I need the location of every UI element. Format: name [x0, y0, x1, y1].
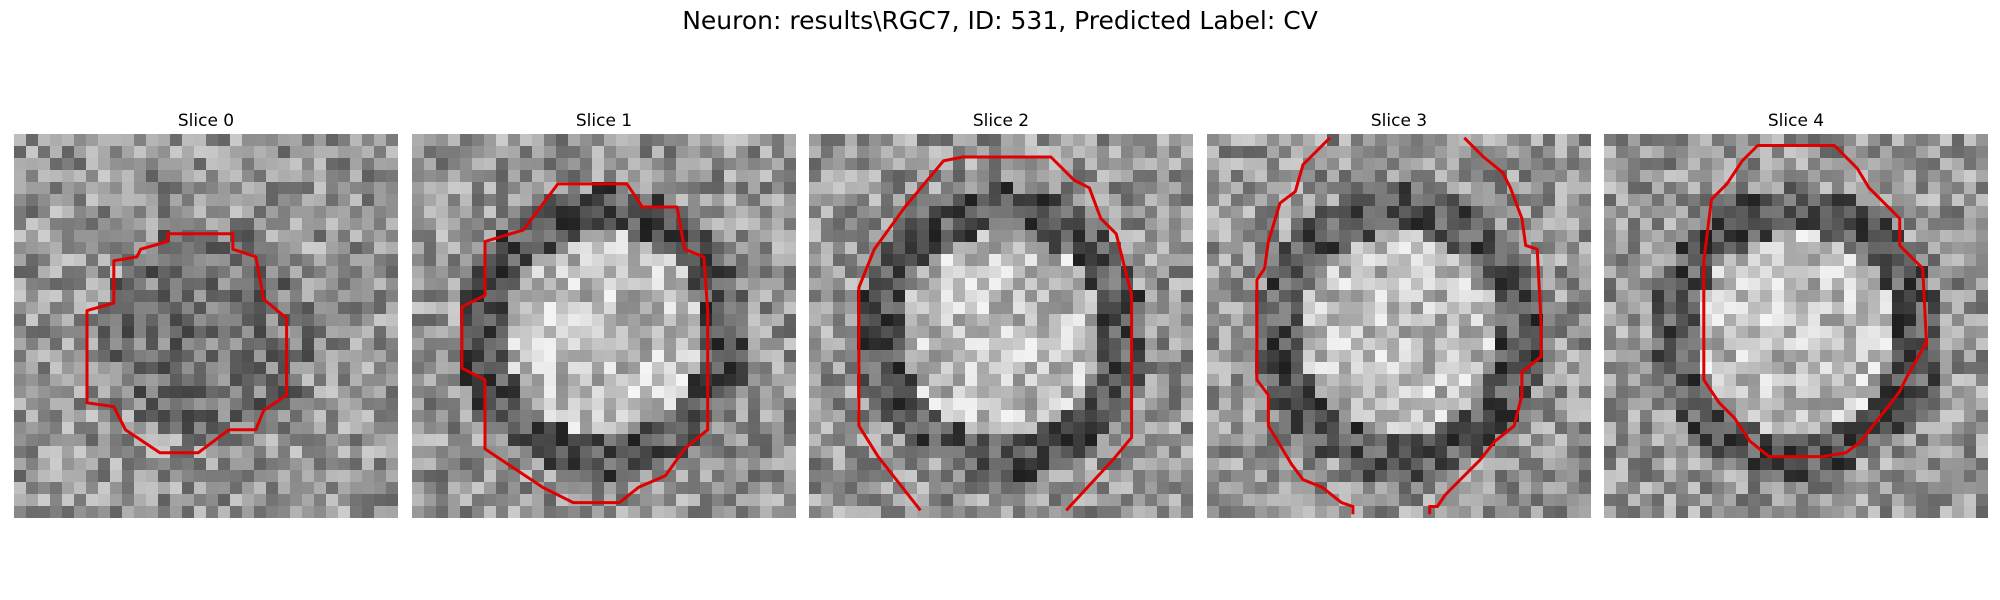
slice-panel-2: Slice 2	[809, 108, 1193, 518]
slice-image-3	[1207, 134, 1591, 518]
contour-line	[460, 182, 710, 505]
contour-line	[85, 232, 289, 455]
slice-title: Slice 2	[972, 111, 1030, 131]
slice-image-4	[1604, 134, 1988, 518]
contour-line	[1702, 144, 1929, 459]
slice-panel-1: Slice 1	[412, 108, 796, 518]
slice-panel-0: Slice 0	[14, 108, 398, 518]
slice-image-2	[809, 134, 1193, 518]
slice-image-0	[14, 134, 398, 518]
slice-image-1	[412, 134, 796, 518]
slice-title: Slice 3	[1370, 111, 1428, 131]
slice-panel-4: Slice 4	[1604, 108, 1988, 518]
slice-panel-3: Slice 3	[1207, 108, 1591, 518]
contour-line	[857, 155, 1134, 512]
slice-title: Slice 1	[575, 111, 633, 131]
contour-line	[1255, 136, 1355, 515]
figure-title: Neuron: results\RGC7, ID: 531, Predicted…	[682, 6, 1318, 35]
contour-line	[1428, 136, 1543, 515]
slice-title: Slice 0	[177, 111, 235, 131]
slice-title: Slice 4	[1767, 111, 1825, 131]
